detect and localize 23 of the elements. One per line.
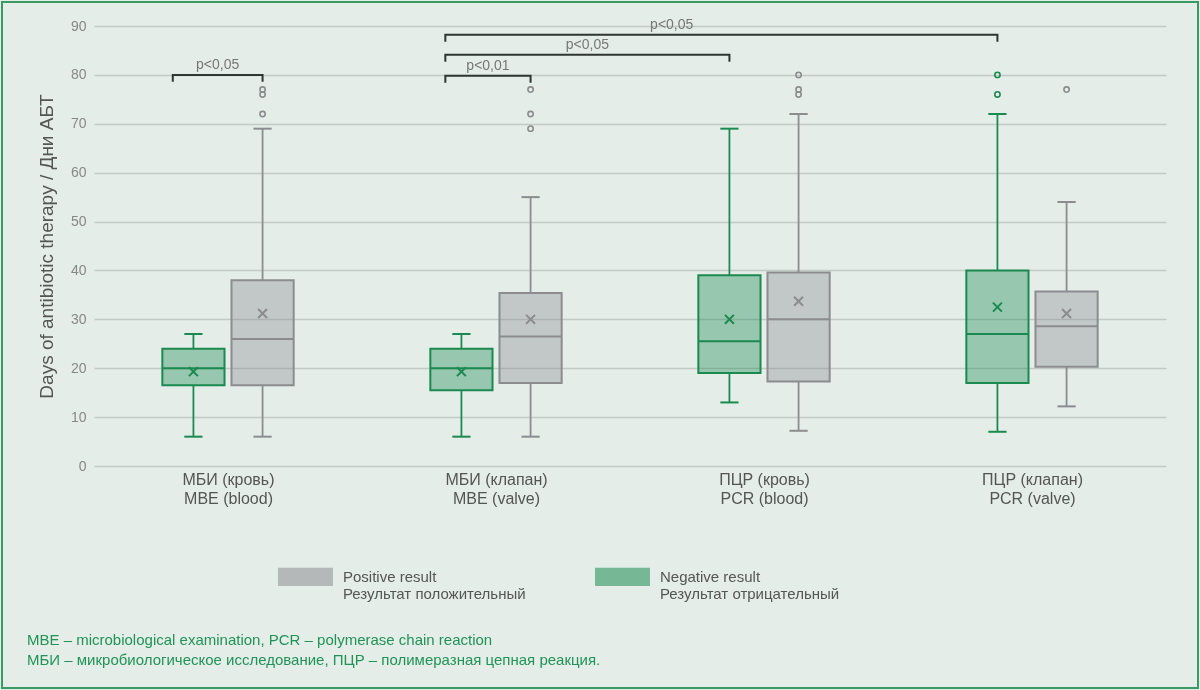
x-tick-label: ПЦР (клапан) PCR (valve): [982, 470, 1083, 507]
x-tick-label: МБИ (клапан) MBE (valve): [445, 470, 548, 507]
y-tick-label: 90: [70, 17, 87, 34]
y-tick-label: 50: [70, 213, 87, 230]
legend-label: Positive result Результат положительный: [343, 567, 526, 602]
y-tick-label: 40: [70, 261, 87, 278]
x-tick-label: МБИ (кровь) MBE (blood): [182, 470, 275, 507]
y-tick-label: 70: [70, 115, 87, 132]
y-tick-label: 60: [70, 164, 87, 181]
annotation: p<0,05: [650, 15, 694, 32]
y-tick-label: 30: [70, 310, 87, 327]
y-tick-label: 80: [70, 66, 87, 83]
y-tick-label: 20: [70, 359, 87, 376]
y-tick-label: 10: [70, 408, 87, 425]
text: MBE – microbiological examination, PCR – polymerase chain reaction: [27, 630, 494, 650]
y-tick-label: 0: [78, 457, 87, 474]
legend-label: Negative result Результат отрицательный: [660, 567, 840, 602]
annotation: p<0,05: [565, 35, 610, 52]
y-axis-title: Days of antibiotic therapy / Дни АБТ: [35, 93, 57, 399]
x-tick-label: ПЦР (кровь) PCR (blood): [719, 470, 810, 507]
annotation: p<0,01: [466, 56, 510, 73]
text: МБИ – микробиологическое исследование, ПЦР – полимеразная цепная реакция.: [27, 650, 601, 670]
annotation: p<0,05: [196, 55, 240, 72]
